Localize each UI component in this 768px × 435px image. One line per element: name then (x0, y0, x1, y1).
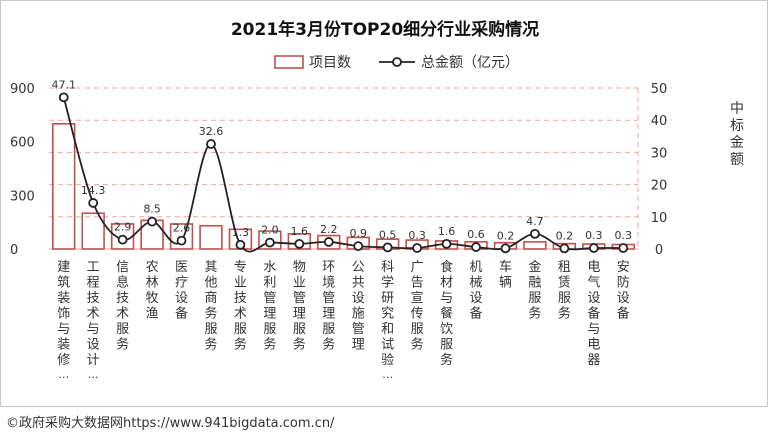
x-tick-label: 安防设备 (617, 260, 630, 322)
data-label: 1.6 (291, 225, 309, 238)
data-labels: 47.1 14.3 2.9 8.5 2.6 32.6 1.3 2.0 1.6 2.2 0.9 0.5 0… (51, 78, 632, 242)
line-point (412, 243, 423, 253)
data-label: 2.2 (320, 223, 338, 236)
data-label: 0.6 (467, 228, 485, 241)
line-point (323, 237, 334, 247)
legend-bar-swatch (274, 55, 304, 69)
x-tick-label: 建筑装饰与装修… (57, 260, 70, 381)
legend-bar-label: 项目数 (309, 55, 351, 71)
bar (258, 230, 282, 250)
y-right-tick-label: 20 (651, 179, 668, 194)
bar (81, 212, 105, 250)
y-right-tick-label: 0 (655, 243, 663, 258)
x-tick-label: 医疗设备 (175, 260, 188, 322)
gridlines (49, 87, 639, 250)
x-tick-label: 车辆 (499, 259, 512, 291)
line-point (147, 216, 157, 227)
data-label: 0.9 (349, 227, 367, 240)
x-tick-label: 专业技术服务 (234, 260, 247, 353)
line-point (264, 237, 275, 248)
legend-line-label: 总金额（亿元） (421, 55, 519, 71)
y-left-tick-label: 0 (10, 243, 18, 258)
y-right-tick-label: 10 (651, 211, 668, 226)
data-label: 32.6 (199, 125, 224, 138)
x-tick-label: 其他商务服务 (204, 260, 217, 353)
x-tick-label: 广告宣传服务 (411, 260, 424, 353)
line-point (235, 239, 246, 250)
x-tick-label: 金融服务 (528, 259, 541, 322)
data-label: 14.3 (81, 184, 106, 197)
x-tick-label: 信息技术服务 (116, 260, 129, 353)
line-point (382, 242, 393, 253)
line-point (471, 242, 481, 252)
y-left-tick-label: 900 (10, 82, 35, 97)
line-point (441, 238, 452, 249)
x-tick-label: 电气设备与电器 (587, 260, 600, 368)
legend: 项目数 总金额（亿元） (274, 55, 519, 71)
data-label: 2.0 (261, 224, 279, 237)
data-label: 1.3 (232, 226, 250, 239)
line-point (618, 243, 629, 253)
x-tick-label: 科学研究和试验… (381, 260, 394, 381)
data-label: 1.6 (438, 225, 456, 238)
data-label: 0.5 (379, 228, 397, 241)
line-point (530, 228, 540, 239)
line-point (176, 235, 187, 246)
data-label: 0.3 (585, 229, 603, 242)
x-tick-label: 公共设施管理 (352, 260, 365, 353)
data-label: 0.3 (615, 229, 633, 242)
x-tick-label: 租赁服务 (558, 260, 571, 322)
data-label: 0.2 (497, 229, 515, 242)
x-tick-label: 食材与餐饮服务 (440, 259, 453, 368)
line-point (500, 243, 511, 254)
x-tick-label: 农林牧渔 (146, 260, 159, 322)
data-label: 0.3 (408, 229, 426, 242)
bar-series (52, 122, 635, 250)
line-point (588, 243, 599, 253)
line-series (58, 92, 629, 254)
bar (199, 224, 223, 250)
x-tick-label: 机械设备 (470, 260, 483, 322)
line-point (117, 234, 128, 245)
data-label: 4.7 (526, 215, 544, 228)
y-left-tick-label: 600 (10, 136, 35, 151)
data-label: 2.6 (173, 222, 191, 235)
y-right-tick-label: 50 (651, 82, 668, 97)
data-label: 2.9 (114, 221, 132, 234)
bar (52, 122, 76, 250)
bar (169, 223, 194, 250)
line-point (88, 198, 99, 208)
line-point (58, 92, 69, 103)
line-point (294, 238, 305, 249)
x-tick-label: 水利管理服务 (263, 260, 276, 353)
data-label: 8.5 (143, 203, 161, 216)
y-right-axis-label: 中标金额 (730, 101, 744, 168)
bar (287, 232, 312, 250)
chart-frame: 2021年3月份TOP20细分行业采购情况 项目数 总金额（亿元） 47.1 14.… (0, 0, 768, 407)
data-label: 0.2 (556, 229, 574, 242)
line-point (206, 139, 216, 149)
y-right-tick-label: 30 (651, 146, 668, 161)
line-point (559, 243, 570, 254)
y-right-tick-label: 40 (651, 114, 668, 129)
y-left-tick-label: 300 (10, 189, 35, 204)
x-tick-label: 物业管理服务 (293, 260, 306, 353)
legend-line-marker (392, 57, 402, 67)
source-credit: ©政府采购大数据网https://www.941bigdata.com.cn/ (6, 416, 335, 431)
x-tick-label: 环境管理服务 (322, 260, 335, 353)
chart-title: 2021年3月份TOP20细分行业采购情况 (231, 19, 539, 40)
x-tick-label: 工程技术与设计… (87, 260, 100, 381)
chart-canvas: 2021年3月份TOP20细分行业采购情况 项目数 总金额（亿元） 47.1 14.… (10, 19, 744, 381)
data-label: 47.1 (51, 78, 76, 91)
line-point (353, 241, 364, 252)
bar (523, 241, 547, 250)
